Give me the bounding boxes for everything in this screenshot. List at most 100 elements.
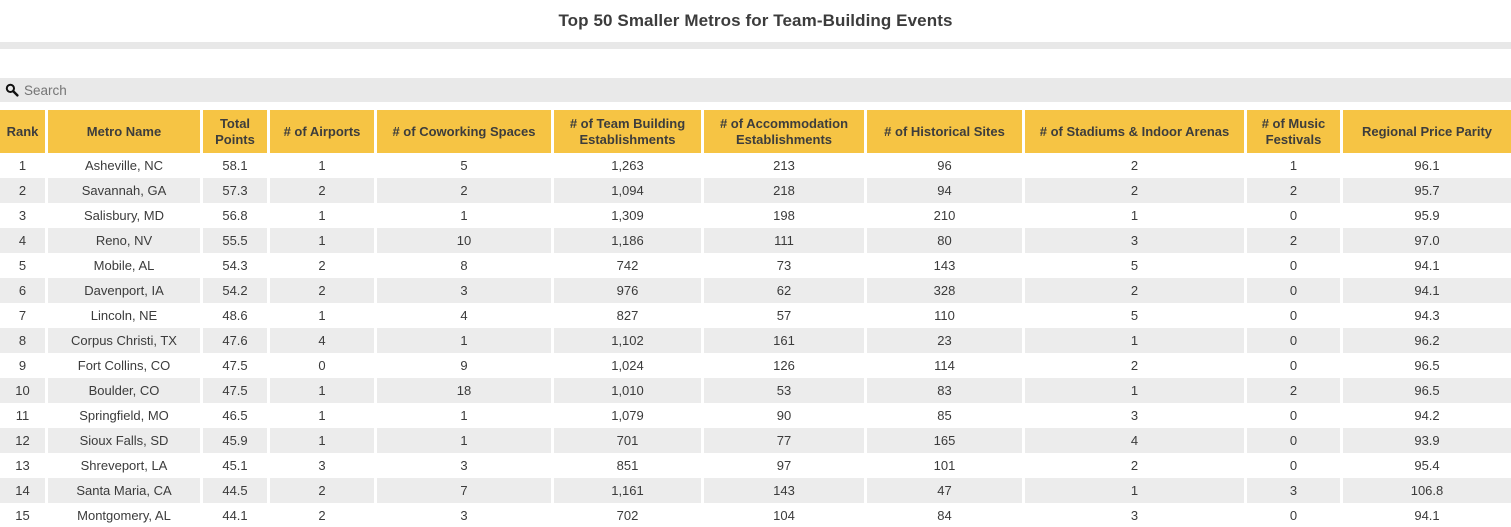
table-cell: 5: [1025, 253, 1247, 278]
table-cell: 1: [1025, 328, 1247, 353]
table-cell: 0: [1247, 253, 1343, 278]
table-cell: 5: [0, 253, 48, 278]
table-cell: 2: [270, 478, 377, 503]
table-cell: 2: [377, 178, 554, 203]
table-cell: 48.6: [203, 303, 270, 328]
table-cell: 1: [1025, 203, 1247, 228]
table-cell: Sioux Falls, SD: [48, 428, 203, 453]
table-cell: 2: [1025, 178, 1247, 203]
table-cell: 111: [704, 228, 867, 253]
table-cell: 218: [704, 178, 867, 203]
table-cell: 2: [270, 253, 377, 278]
table-cell: 8: [0, 328, 48, 353]
table-cell: 0: [270, 353, 377, 378]
table-cell: 0: [1247, 328, 1343, 353]
column-header[interactable]: Regional Price Parity: [1343, 110, 1511, 153]
title-bar: Top 50 Smaller Metros for Team-Building …: [0, 0, 1511, 42]
table-cell: 0: [1247, 303, 1343, 328]
column-header[interactable]: Total Points: [203, 110, 270, 153]
table-cell: 101: [867, 453, 1025, 478]
spacer: [0, 49, 1511, 78]
page-title: Top 50 Smaller Metros for Team-Building …: [558, 11, 953, 30]
table-cell: Lincoln, NE: [48, 303, 203, 328]
table-cell: 1: [377, 328, 554, 353]
column-header[interactable]: # of Music Festivals: [1247, 110, 1343, 153]
table-row: 4 Reno, NV 55.5 1 10 1,186 111 80 3 2 97.0: [0, 228, 1511, 253]
table-row: 1 Asheville, NC 58.1 1 5 1,263 213 96 2 1 96.1: [0, 153, 1511, 178]
column-header[interactable]: Rank: [0, 110, 48, 153]
table-cell: 1: [377, 428, 554, 453]
table-cell: 165: [867, 428, 1025, 453]
table-cell: Fort Collins, CO: [48, 353, 203, 378]
table-cell: 0: [1247, 453, 1343, 478]
table-cell: Santa Maria, CA: [48, 478, 203, 503]
table-cell: 3: [0, 203, 48, 228]
table-cell: 1: [270, 428, 377, 453]
table-cell: Corpus Christi, TX: [48, 328, 203, 353]
table-cell: 143: [867, 253, 1025, 278]
table-cell: 0: [1247, 353, 1343, 378]
table-cell: 45.1: [203, 453, 270, 478]
table-cell: 94.1: [1343, 503, 1511, 527]
table-cell: 80: [867, 228, 1025, 253]
table-cell: 73: [704, 253, 867, 278]
table-cell: 976: [554, 278, 704, 303]
table-cell: 97: [704, 453, 867, 478]
table-cell: 2: [270, 278, 377, 303]
table-cell: 90: [704, 403, 867, 428]
table-cell: 4: [0, 228, 48, 253]
search-bar[interactable]: [0, 78, 1511, 102]
table-cell: 2: [270, 503, 377, 527]
table-cell: 57.3: [203, 178, 270, 203]
table-cell: Salisbury, MD: [48, 203, 203, 228]
table-cell: 198: [704, 203, 867, 228]
table-cell: 5: [377, 153, 554, 178]
search-icon: [5, 83, 19, 97]
table-cell: 1: [0, 153, 48, 178]
search-input[interactable]: [0, 78, 1511, 102]
table-row: 9 Fort Collins, CO 47.5 0 9 1,024 126 114 2 0 96.5: [0, 353, 1511, 378]
table-cell: Springfield, MO: [48, 403, 203, 428]
table-cell: 1,263: [554, 153, 704, 178]
table-cell: Mobile, AL: [48, 253, 203, 278]
table-cell: 701: [554, 428, 704, 453]
table-row: 3 Salisbury, MD 56.8 1 1 1,309 198 210 1 0 95.9: [0, 203, 1511, 228]
table-cell: 18: [377, 378, 554, 403]
table-cell: 3: [270, 453, 377, 478]
table-cell: 9: [377, 353, 554, 378]
column-header[interactable]: Metro Name: [48, 110, 203, 153]
table-cell: 46.5: [203, 403, 270, 428]
table-cell: 84: [867, 503, 1025, 527]
table-cell: 2: [1025, 278, 1247, 303]
table-row: 14 Santa Maria, CA 44.5 2 7 1,161 143 47 1 3 106.8: [0, 478, 1511, 503]
table-cell: 0: [1247, 428, 1343, 453]
table-cell: 3: [1247, 478, 1343, 503]
table-cell: 96.1: [1343, 153, 1511, 178]
column-header[interactable]: # of Stadiums & Indoor Arenas: [1025, 110, 1247, 153]
table-cell: 1: [270, 153, 377, 178]
table-cell: 1,186: [554, 228, 704, 253]
column-header[interactable]: # of Team Building Establishments: [554, 110, 704, 153]
table-cell: 851: [554, 453, 704, 478]
table-cell: 104: [704, 503, 867, 527]
column-header[interactable]: # of Coworking Spaces: [377, 110, 554, 153]
table-cell: 95.7: [1343, 178, 1511, 203]
column-header[interactable]: # of Airports: [270, 110, 377, 153]
table-cell: 161: [704, 328, 867, 353]
table-cell: 4: [377, 303, 554, 328]
table-cell: Asheville, NC: [48, 153, 203, 178]
table-cell: 94: [867, 178, 1025, 203]
table-cell: 1: [270, 403, 377, 428]
table-cell: 328: [867, 278, 1025, 303]
table-cell: 3: [377, 453, 554, 478]
table-cell: 1: [270, 303, 377, 328]
table-row: 13 Shreveport, LA 45.1 3 3 851 97 101 2 0 95.4: [0, 453, 1511, 478]
table-cell: 702: [554, 503, 704, 527]
table-cell: 4: [1025, 428, 1247, 453]
table-cell: 23: [867, 328, 1025, 353]
column-header[interactable]: # of Historical Sites: [867, 110, 1025, 153]
table-cell: 6: [0, 278, 48, 303]
table-cell: 1,102: [554, 328, 704, 353]
column-header[interactable]: # of Accommodation Establishments: [704, 110, 867, 153]
table-row: 6 Davenport, IA 54.2 2 3 976 62 328 2 0 94.1: [0, 278, 1511, 303]
